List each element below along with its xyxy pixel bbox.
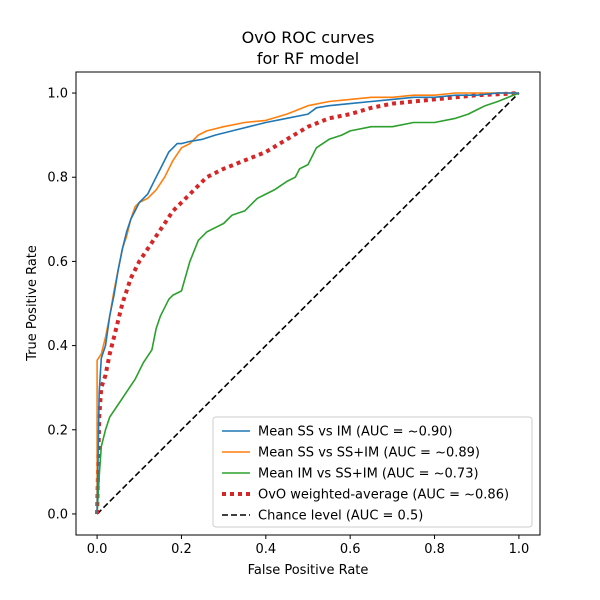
series-line-2 <box>96 92 520 515</box>
series-line-0 <box>96 92 519 515</box>
legend-label-2: Mean IM vs SS+IM (AUC = ~0.73) <box>258 467 479 482</box>
chart-title-line-1: OvO ROC curves <box>242 28 375 47</box>
y-axis-label: True Positive Rate <box>25 245 40 362</box>
y-tick-label: 0.6 <box>47 255 68 270</box>
plot-frame <box>75 71 541 536</box>
axis-ticks: 0.0 0.2 0.4 0.6 0.8 1.0 0.0 0.2 0.4 0.6 0.8 1.0 <box>47 87 529 557</box>
y-tick-label: 0.2 <box>47 423 68 438</box>
plot-lines <box>95 91 520 515</box>
legend-label-1: Mean SS vs SS+IM (AUC = ~0.89) <box>258 446 480 461</box>
x-tick-label: 0.0 <box>87 542 108 557</box>
series-line-4 <box>96 92 520 515</box>
legend: Mean SS vs IM (AUC = ~0.90) Mean SS vs SS… <box>212 416 533 528</box>
y-tick-label: 0.0 <box>47 507 68 522</box>
series-line-3 <box>95 91 520 515</box>
x-axis-label: False Positive Rate <box>248 563 369 578</box>
chart-title-line-2: for RF model <box>257 49 359 68</box>
legend-label-4: Chance level (AUC = 0.5) <box>258 509 423 524</box>
legend-label-3: OvO weighted-average (AUC = ~0.86) <box>258 488 509 503</box>
x-tick-label: 0.4 <box>255 542 276 557</box>
y-tick-label: 1.0 <box>47 87 68 102</box>
legend-label-0: Mean SS vs IM (AUC = ~0.90) <box>258 425 453 440</box>
legend-box <box>212 416 533 528</box>
y-tick-label: 0.4 <box>47 339 68 354</box>
y-tick-label: 0.8 <box>47 171 68 186</box>
x-tick-label: 0.6 <box>340 542 361 557</box>
x-tick-label: 0.2 <box>171 542 192 557</box>
x-tick-label: 1.0 <box>509 542 530 557</box>
x-tick-label: 0.8 <box>424 542 445 557</box>
